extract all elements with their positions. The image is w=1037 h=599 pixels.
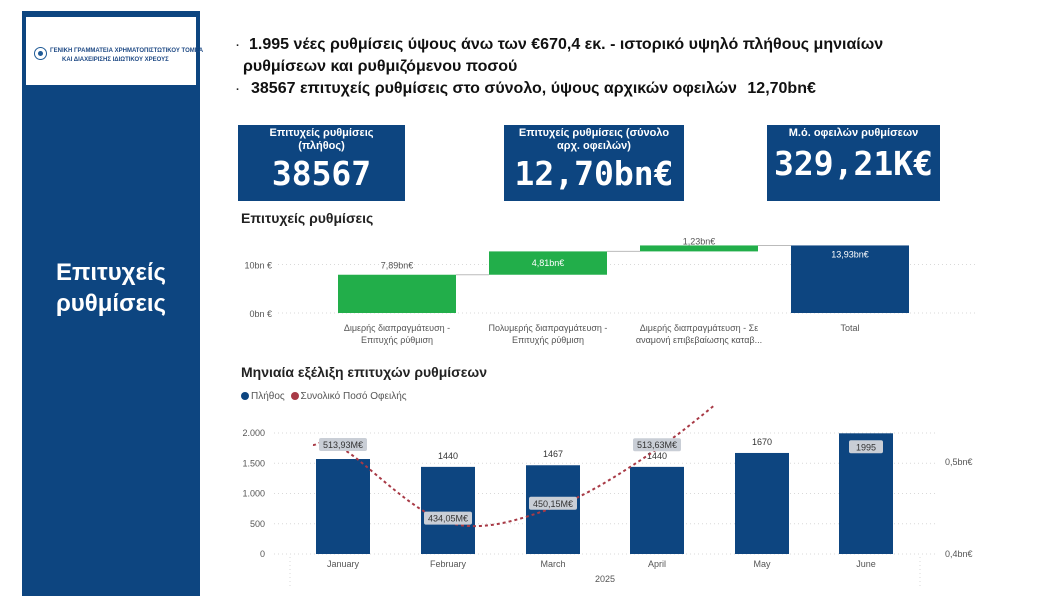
amount-label: 450,15M€ (533, 499, 573, 509)
sidebar: ΓΕΝΙΚΗ ΓΡΑΜΜΑΤΕΙΑ ΧΡΗΜΑΤΟΠΙΣΤΩΤΙΚΟΥ ΤΟΜΕ… (22, 11, 203, 596)
bullet-2-value: 12,70bn€ (747, 80, 816, 97)
x-tick-label: February (430, 559, 467, 569)
waterfall-bar (640, 245, 758, 252)
category-label: αναμονή επιβεβαίωσης καταβ... (636, 335, 762, 345)
count-label: 1995 (856, 442, 876, 452)
waterfall-bar (489, 251, 607, 275)
combo-chart: 05001.0001.5002.0000,4bn€0,5bn€0,6bn€0,7… (242, 405, 973, 588)
logo-line-2: ΚΑΙ ΔΙΑΧΕΙΡΙΣΗΣ ΙΔΙΩΤΙΚΟΥ ΧΡΕΟΥΣ (62, 57, 169, 63)
bullet-2-text: 38567 επιτυχείς ρυθμίσεις στο σύνολο, ύψ… (251, 80, 737, 97)
y-left-tick-label: 0 (260, 549, 265, 559)
amount-label: 513,93M€ (323, 440, 363, 450)
data-label-box (319, 437, 367, 451)
category-label: Διμερής διαπραγμάτευση - Σε (640, 323, 758, 333)
count-label: 1467 (543, 449, 563, 459)
legend-dot-count (241, 392, 249, 400)
sidebar-title: Επιτυχείς ρυθμίσεις (22, 257, 200, 319)
category-label: Επιτυχής ρύθμιση (512, 335, 584, 345)
data-label: 7,89bn€ (381, 261, 414, 271)
kpi-card-average-debt: Μ.ό. οφειλών ρυθμίσεων 329,21K€ (767, 125, 940, 201)
kpi-label: Μ.ό. οφειλών ρυθμίσεων (788, 127, 919, 139)
x-tick-label: January (327, 559, 360, 569)
combo-title: Μηνιαία εξέλιξη επιτυχών ρυθμίσεων (241, 364, 488, 380)
kpi-value: 38567 (271, 154, 372, 193)
category-label: Πολυμερής διαπραγμάτευση - (489, 323, 608, 333)
waterfall-chart: 0bn € 10bn € 7,89bn€ Διμερής διαπραγμάτευση… (244, 236, 975, 345)
y-left-tick-label: 1.500 (242, 458, 265, 468)
count-bar (630, 466, 684, 554)
category-label: Επιτυχής ρύθμιση (361, 335, 433, 345)
bullet-dot: · (236, 40, 240, 52)
y-tick-label: 10bn € (244, 261, 272, 271)
kpi-label: αρχ. οφειλών) (557, 140, 631, 152)
y-tick-label: 0bn € (249, 309, 272, 319)
combo-legend: Πλήθος Συνολικό Ποσό Οφειλής (241, 391, 407, 402)
y-right-tick-label: 0,5bn€ (945, 457, 973, 467)
bullet-1-line-1: 1.995 νέες ρυθμίσεις ύψους άνω των €670,… (249, 36, 884, 53)
legend-label-amount: Συνολικό Ποσό Οφειλής (300, 391, 407, 402)
kpi-card-total-debt: Επιτυχείς ρυθμίσεις (σύνολο αρχ. οφειλών… (504, 125, 684, 201)
count-bar (735, 452, 789, 554)
sidebar-title-line-1: Επιτυχείς (55, 259, 167, 286)
y-left-tick-label: 1.000 (242, 489, 265, 499)
amount-label: 513,63M€ (637, 440, 677, 450)
kpi-card-count: Επιτυχείς ρυθμίσεις (πλήθος) 38567 (238, 125, 405, 201)
kpi-label: Επιτυχείς ρυθμίσεις (269, 127, 374, 139)
count-label: 1440 (647, 451, 667, 461)
category-label: Διμερής διαπραγμάτευση - (344, 323, 450, 333)
count-bar (421, 466, 475, 554)
data-label-box (424, 511, 472, 525)
x-tick-label: April (648, 559, 666, 569)
data-label: 1,23bn€ (683, 236, 716, 246)
sidebar-title-line-2: ρυθμίσεις (55, 290, 167, 317)
amount-label: 434,05M€ (428, 514, 468, 524)
x-tick-label: May (753, 559, 771, 569)
y-left-tick-label: 500 (250, 519, 265, 529)
amount-line (312, 405, 717, 528)
count-label: 1670 (752, 437, 772, 447)
waterfall-bar (338, 274, 456, 313)
x-axis-title: 2025 (595, 574, 615, 584)
category-label: Total (840, 323, 859, 333)
bullet-2: 38567 επιτυχείς ρυθμίσεις στο σύνολο, ύψ… (251, 80, 816, 98)
x-tick-label: March (540, 559, 565, 569)
kpi-label: (πλήθος) (298, 140, 345, 152)
waterfall-bar (791, 245, 909, 313)
y-right-tick-label: 0,4bn€ (945, 549, 973, 559)
kpi-label: Επιτυχείς ρυθμίσεις (σύνολο (518, 127, 670, 139)
x-tick-label: June (856, 559, 876, 569)
count-label: 1440 (438, 451, 458, 461)
logo: ΓΕΝΙΚΗ ΓΡΑΜΜΑΤΕΙΑ ΧΡΗΜΑΤΟΠΙΣΤΩΤΙΚΟΥ ΤΟΜΕ… (26, 17, 203, 85)
data-label: 4,81bn€ (532, 258, 565, 268)
kpi-value: 329,21K€ (774, 144, 933, 183)
data-label-box (849, 440, 883, 454)
data-label-box (633, 438, 681, 452)
data-label: 13,93bn€ (831, 249, 869, 259)
emblem-icon (34, 47, 47, 60)
legend-label-count: Πλήθος (251, 391, 285, 402)
count-bar (316, 459, 370, 554)
count-bar (839, 433, 893, 554)
bullet-1-line-2: ρυθμίσεων και ρυθμιζόμενου ποσού (243, 58, 518, 75)
legend-dot-amount (290, 392, 299, 400)
bullet-dot: · (236, 84, 240, 96)
waterfall-title: Επιτυχείς ρυθμίσεις (241, 210, 374, 226)
data-label-box (529, 496, 577, 510)
logo-line-1: ΓΕΝΙΚΗ ΓΡΑΜΜΑΤΕΙΑ ΧΡΗΜΑΤΟΠΙΣΤΩΤΙΚΟΥ ΤΟΜΕ… (50, 48, 204, 54)
kpi-value: 12,70bn€ (514, 154, 674, 193)
y-left-tick-label: 2.000 (242, 428, 265, 438)
